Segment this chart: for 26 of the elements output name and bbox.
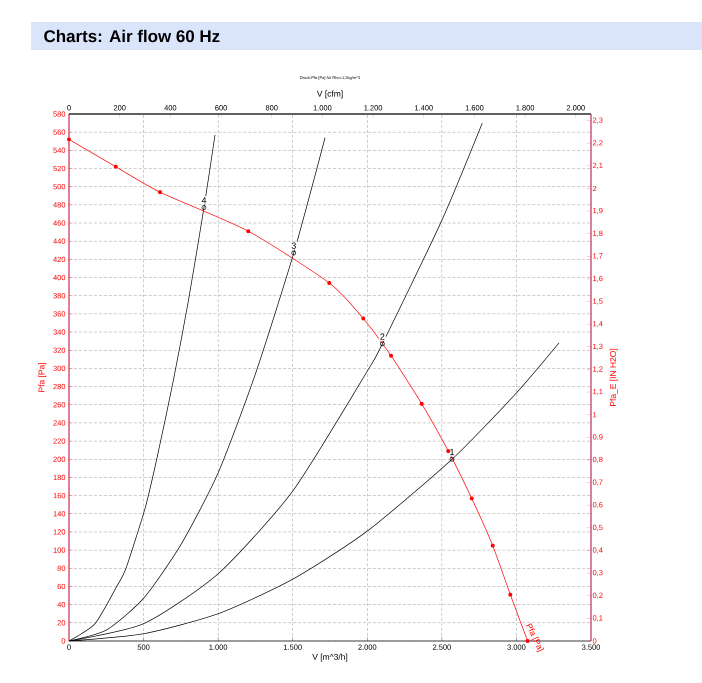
point	[202, 205, 206, 210]
point	[246, 229, 250, 234]
point	[361, 316, 366, 320]
annotation: 2	[380, 333, 384, 340]
point	[450, 456, 454, 462]
text: Pfa [Pa]	[526, 623, 544, 652]
annotation: 3	[292, 242, 296, 249]
x-axis-title: V [m^3/h]	[312, 654, 348, 662]
point	[526, 639, 530, 643]
point	[508, 592, 512, 597]
x2-axis-title: V [cfm]	[316, 90, 343, 98]
chart-title: Charts: Air flow 60 Hz	[44, 30, 220, 42]
point	[291, 250, 296, 256]
point	[420, 402, 424, 406]
point	[67, 137, 71, 142]
point	[490, 544, 495, 548]
y2-axis-title: Pfa_E [IN H2O]	[610, 348, 618, 406]
point	[470, 496, 474, 500]
point	[158, 190, 162, 194]
point	[114, 164, 118, 169]
annotation: 4	[202, 197, 206, 204]
y-axis-title: Pfa [Pa]	[38, 363, 46, 392]
point	[327, 281, 332, 285]
point	[380, 342, 385, 346]
annotation: 1	[450, 448, 454, 456]
point	[389, 354, 393, 358]
